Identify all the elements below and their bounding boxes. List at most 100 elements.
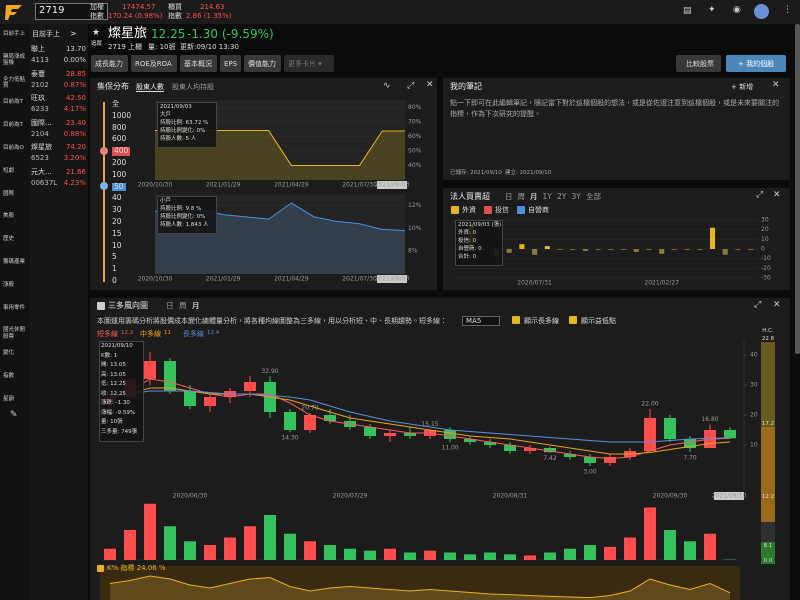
- menu-item[interactable]: 全力低點買: [3, 76, 26, 89]
- slider-level[interactable]: 全: [112, 99, 120, 108]
- range-tab[interactable]: 2Y: [557, 192, 567, 201]
- icon[interactable]: ✕: [426, 80, 434, 90]
- menu-item[interactable]: 星韻: [3, 395, 15, 402]
- slider-handle[interactable]: [100, 182, 108, 190]
- tab-button[interactable]: [131, 55, 177, 72]
- slider-level[interactable]: 5: [112, 252, 117, 262]
- icon[interactable]: ✕: [773, 300, 781, 310]
- slider-level[interactable]: 100: [112, 169, 127, 179]
- stock-name[interactable]: 燦星旅: [31, 143, 52, 151]
- range-tab[interactable]: 3Y: [571, 192, 581, 201]
- search-box[interactable]: [35, 3, 108, 20]
- stock-name[interactable]: 國際...: [31, 118, 52, 127]
- slider-level[interactable]: 800: [112, 122, 127, 132]
- legend-label[interactable]: 投信: [495, 206, 509, 214]
- menu-item[interactable]: 變化: [3, 350, 15, 357]
- slider-level[interactable]: 1: [112, 264, 117, 274]
- range-tab[interactable]: 周: [517, 192, 526, 201]
- range-tab[interactable]: 日: [166, 301, 174, 310]
- tab-label[interactable]: ROE及ROA: [135, 60, 172, 68]
- slider-level[interactable]: 50: [112, 181, 126, 192]
- tab-button[interactable]: [284, 55, 334, 72]
- watchlist-more[interactable]: >: [70, 29, 77, 38]
- range-tab[interactable]: 月: [530, 192, 538, 201]
- menu-item[interactable]: 漲股: [3, 281, 15, 288]
- legend-check[interactable]: [484, 206, 492, 214]
- legend-check[interactable]: [451, 206, 459, 214]
- slider-level[interactable]: 1000: [112, 110, 132, 120]
- mine-button[interactable]: [726, 55, 786, 72]
- stock-name[interactable]: 旺玖: [31, 94, 45, 102]
- tab-label[interactable]: EPS: [224, 60, 238, 68]
- search-text[interactable]: 2719: [39, 5, 65, 16]
- icon[interactable]: ∿: [383, 81, 391, 91]
- slider-level[interactable]: 0: [112, 276, 117, 285]
- range-tab[interactable]: 1Y: [542, 192, 552, 201]
- option-check[interactable]: [512, 316, 520, 324]
- panel-tab[interactable]: 股東人數: [136, 83, 164, 93]
- kd-check[interactable]: [97, 565, 104, 572]
- tab-label[interactable]: 更多卡片 ▾: [288, 60, 322, 68]
- range-tab[interactable]: 周: [179, 301, 187, 310]
- slider-level[interactable]: 30: [112, 205, 122, 215]
- range-tab[interactable]: 全部: [586, 192, 601, 201]
- menu-item[interactable]: 目前手上: [3, 31, 26, 37]
- ma-select-value[interactable]: MA5: [466, 317, 482, 325]
- follow-star[interactable]: ★: [92, 28, 101, 38]
- option-check[interactable]: [569, 316, 577, 324]
- menu-item[interactable]: 指數: [3, 373, 15, 379]
- panel-tab[interactable]: 股東人均持股: [172, 83, 214, 91]
- icon[interactable]: ⋮: [783, 5, 792, 15]
- slider-handle[interactable]: [100, 147, 108, 155]
- slider-level[interactable]: 600: [112, 134, 127, 144]
- icon[interactable]: ⤢: [754, 300, 762, 310]
- menu-item[interactable]: 短劇: [3, 167, 15, 174]
- note-body[interactable]: 點一下即可在此編輯筆記，隨記當下對於這檔個股的想法，或是從佐證注意到這檔個股，或…: [450, 99, 779, 118]
- scrollbar[interactable]: [795, 24, 800, 354]
- icon[interactable]: ◉: [733, 5, 741, 15]
- legend-label[interactable]: 外資: [462, 206, 476, 214]
- mine-label[interactable]: + 我的個股: [738, 60, 775, 68]
- slider-level[interactable]: 200: [112, 158, 127, 167]
- menu-item[interactable]: 事用零件: [3, 304, 26, 311]
- tab-label[interactable]: 基本概況: [184, 60, 212, 68]
- tab-button[interactable]: [244, 55, 281, 72]
- tab-button[interactable]: [91, 55, 128, 72]
- menu-item[interactable]: 目前為T: [3, 99, 23, 106]
- icon[interactable]: ⤢: [407, 81, 415, 91]
- slider-level[interactable]: 15: [112, 228, 122, 238]
- menu-item[interactable]: 目前為O: [3, 145, 24, 151]
- stock-name[interactable]: 元大...: [31, 167, 52, 176]
- slider-level[interactable]: 20: [112, 217, 122, 226]
- legend-check[interactable]: [517, 206, 525, 214]
- icon[interactable]: ⤢: [756, 190, 764, 200]
- avatar[interactable]: [754, 4, 769, 19]
- option-label[interactable]: 顯示益低點: [581, 317, 616, 325]
- stock-name[interactable]: 聯上: [31, 45, 45, 53]
- range-tab[interactable]: 日: [505, 192, 513, 201]
- stock-name[interactable]: 泰豐: [31, 69, 45, 78]
- ma-select[interactable]: [462, 316, 500, 326]
- legend-label[interactable]: 自營商: [528, 206, 549, 214]
- tab-label[interactable]: 成長能力: [95, 60, 123, 68]
- slider-level[interactable]: 40: [112, 193, 122, 203]
- tab-button[interactable]: [180, 55, 217, 72]
- menu-item[interactable]: 國光休閒股票: [3, 327, 26, 340]
- icon[interactable]: ✕: [773, 190, 781, 200]
- tab-label[interactable]: 價值能力: [248, 60, 276, 68]
- tab-button[interactable]: [220, 55, 241, 72]
- menu-item[interactable]: 國際: [3, 190, 15, 197]
- menu-item[interactable]: 美股: [3, 213, 15, 220]
- follow-label[interactable]: 追蹤: [91, 41, 103, 47]
- add-note[interactable]: + 新增: [731, 83, 754, 91]
- option-label[interactable]: 顯示長多線: [524, 317, 559, 325]
- icon[interactable]: ✕: [772, 80, 780, 90]
- slider-level[interactable]: 10: [112, 240, 122, 250]
- range-tab[interactable]: 月: [192, 301, 200, 310]
- compare-label[interactable]: 比較股票: [686, 60, 714, 68]
- icon[interactable]: ▤: [683, 6, 692, 16]
- menu-item[interactable]: 籌碼產業: [3, 259, 26, 265]
- icon[interactable]: ✦: [708, 5, 716, 15]
- compare-button[interactable]: [676, 55, 721, 72]
- icon[interactable]: ✎: [10, 410, 18, 420]
